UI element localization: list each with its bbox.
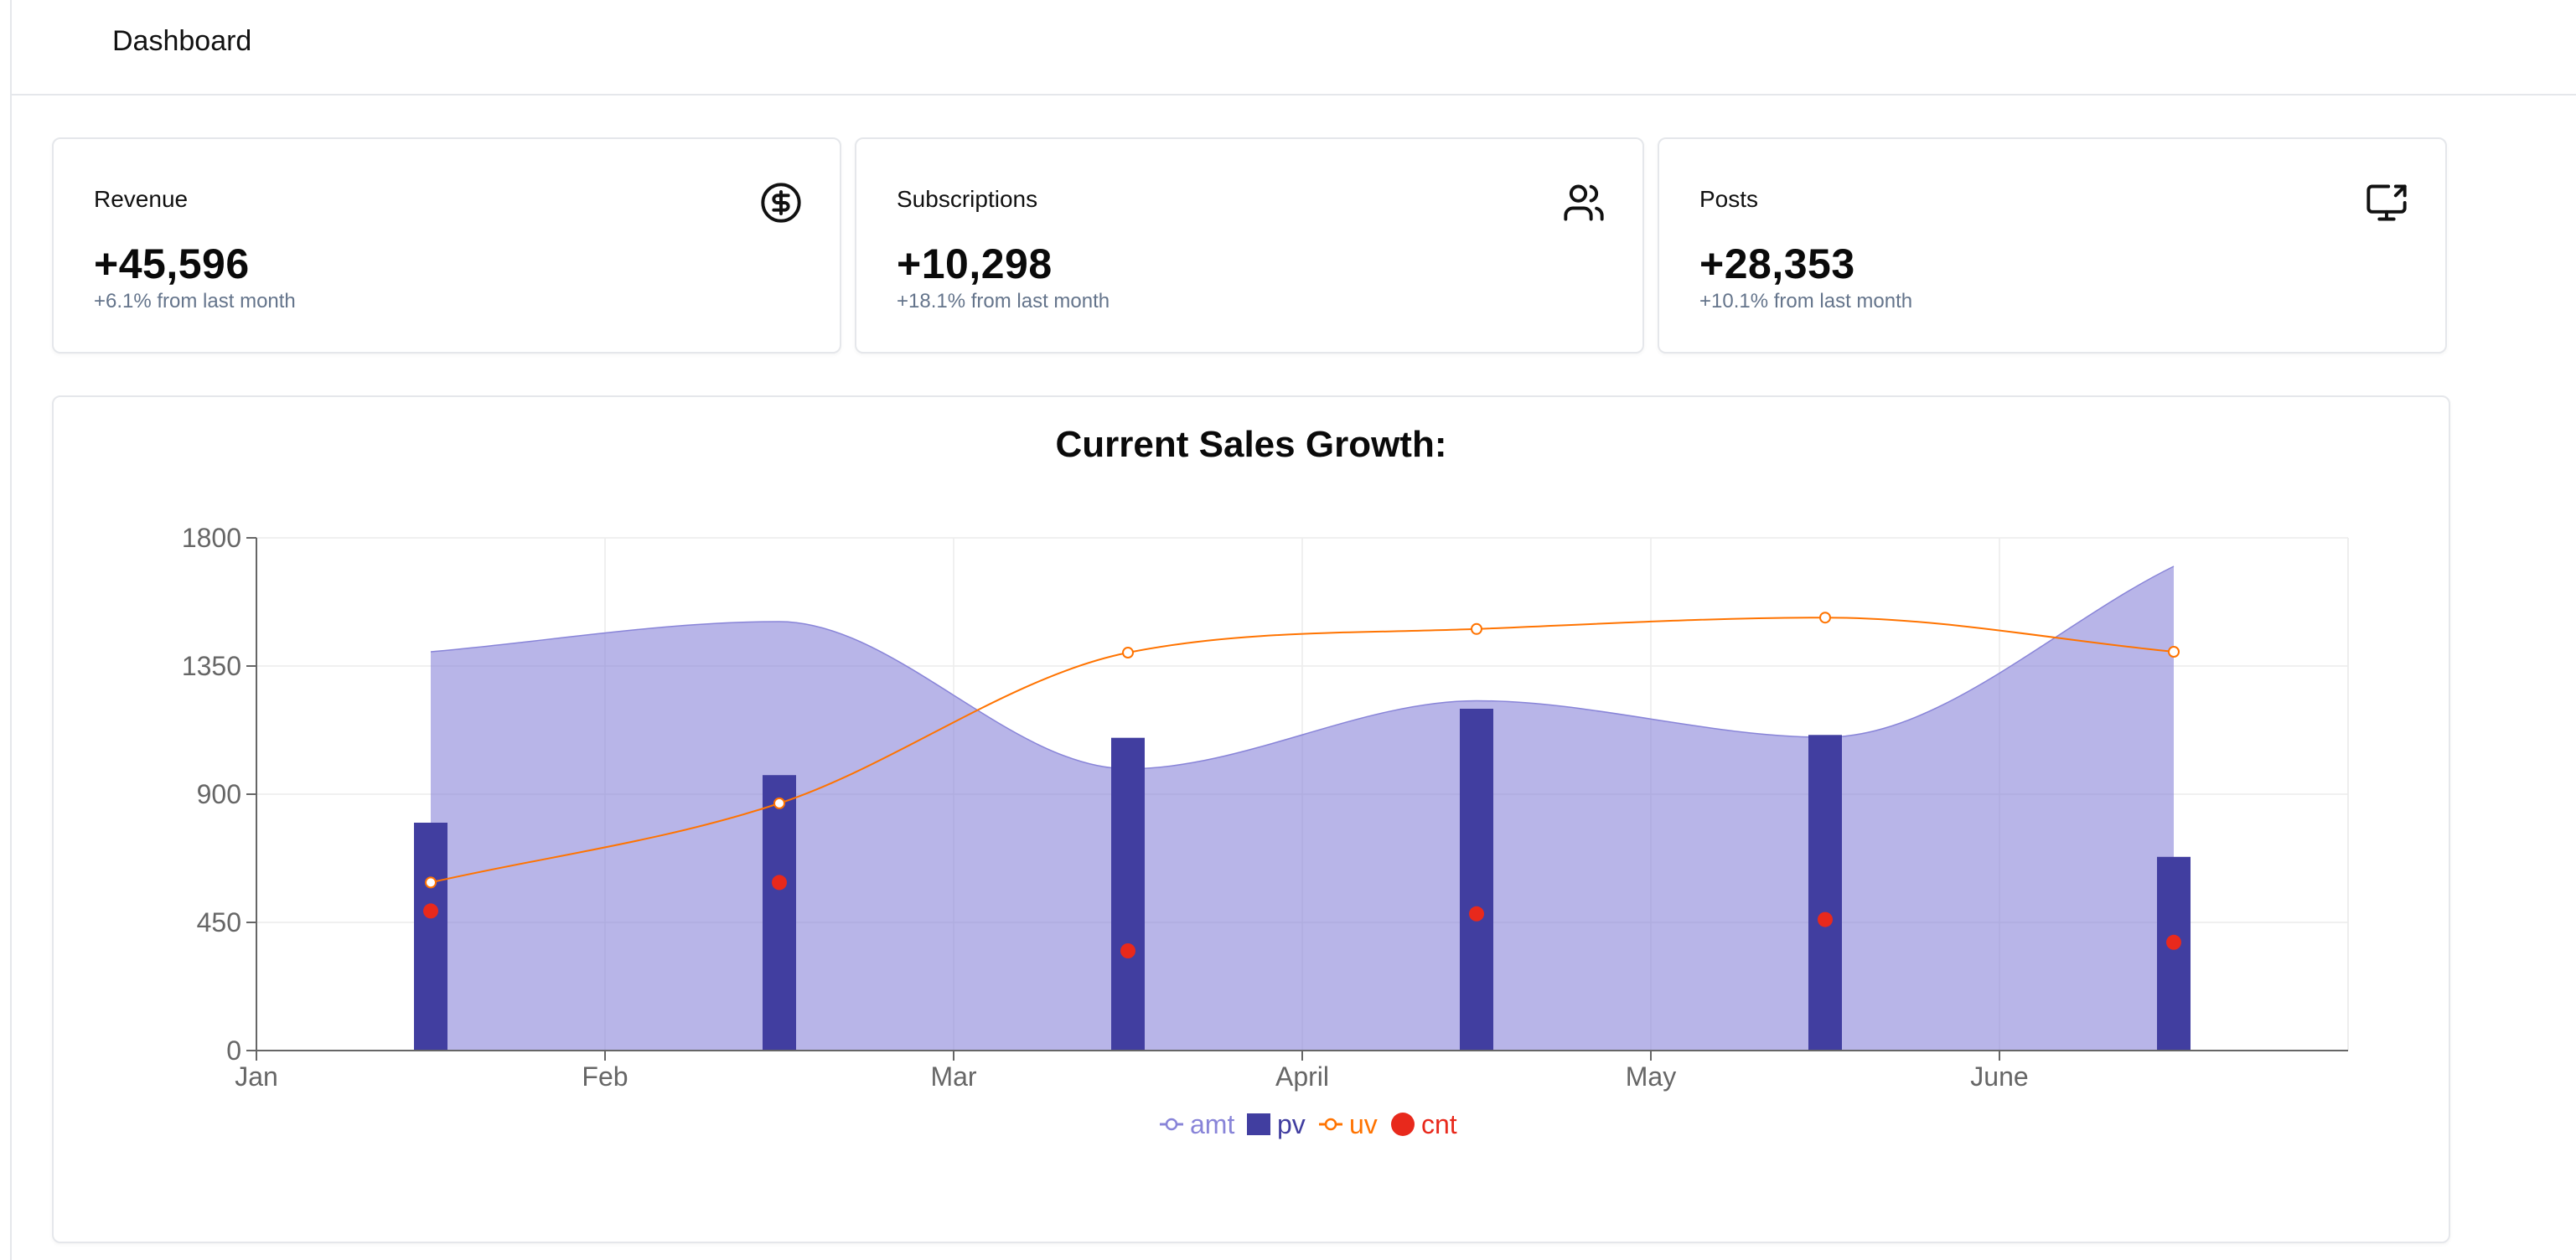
stat-change: +10.1% from last month	[1699, 290, 1913, 312]
uv-point	[425, 876, 437, 889]
pv-bar-series	[414, 709, 2191, 1051]
cnt-point	[423, 903, 438, 919]
pv-bar	[414, 823, 447, 1051]
sidebar-edge	[10, 0, 12, 1260]
stat-change: +6.1% from last month	[94, 290, 296, 312]
uv-point	[1819, 612, 1831, 624]
stat-value: +45,596	[94, 240, 250, 287]
stat-value: +28,353	[1699, 240, 1855, 287]
stat-label: Posts	[1699, 186, 1759, 212]
legend-uv-marker	[1324, 1118, 1337, 1131]
y-tick-label: 1350	[182, 651, 241, 681]
x-tick-label: Jan	[235, 1061, 278, 1092]
amt-area-fill	[431, 566, 2174, 1051]
cnt-scatter-series	[423, 875, 2181, 958]
legend-pv-swatch	[1247, 1113, 1270, 1135]
legend-item-pv: pv	[1247, 1109, 1306, 1139]
cnt-point	[772, 875, 787, 891]
pv-bar	[2157, 856, 2191, 1051]
uv-point	[1122, 647, 1134, 659]
axes: 0 450 900 1350 1800 Jan Feb Mar April May June	[182, 523, 2348, 1092]
dollar-circle-icon	[761, 183, 801, 223]
cnt-point	[1469, 906, 1484, 922]
y-tick-label: 900	[197, 779, 241, 809]
legend-amt-label: amt	[1190, 1109, 1234, 1139]
uv-line-series	[425, 612, 2180, 889]
stat-label: Subscriptions	[897, 186, 1038, 212]
y-tick-label: 0	[226, 1035, 241, 1066]
stat-value: +10,298	[897, 240, 1053, 287]
legend-item-amt: amt	[1160, 1109, 1234, 1139]
subscriptions-card: Subscriptions +10,298 +18.1% from last m…	[855, 137, 1644, 354]
legend-pv-label: pv	[1277, 1109, 1306, 1139]
legend-cnt-swatch	[1391, 1113, 1415, 1136]
monitor-share-icon	[2367, 184, 2407, 221]
revenue-card: Revenue +45,596 +6.1% from last month	[52, 137, 841, 354]
legend-item-cnt: cnt	[1391, 1109, 1457, 1139]
sales-chart-card: Current Sales Growth: 0 450 900 1350 1800 Jan…	[52, 395, 2450, 1243]
y-tick-label: 1800	[182, 523, 241, 553]
page-title: Dashboard	[112, 25, 252, 57]
x-tick-label: June	[1970, 1061, 2028, 1092]
cnt-point	[1120, 943, 1135, 958]
cnt-point	[2166, 934, 2181, 950]
pv-bar	[763, 775, 796, 1051]
users-icon	[1564, 184, 1604, 221]
cnt-point	[1818, 911, 1833, 927]
uv-point	[773, 797, 785, 809]
pv-bar	[1808, 735, 1842, 1051]
amt-area-line	[430, 565, 2175, 770]
top-bar: Dashboard	[12, 0, 2576, 96]
amt-area-series	[430, 565, 2175, 1051]
x-tick-label: April	[1275, 1061, 1329, 1092]
legend-item-uv: uv	[1319, 1109, 1378, 1139]
pv-bar	[1460, 709, 1493, 1051]
sales-growth-chart: 0 450 900 1350 1800 Jan Feb Mar April May June amt…	[182, 523, 2349, 1139]
stat-label: Revenue	[94, 186, 189, 212]
chart-legend: amt pv uv cnt	[1160, 1109, 1457, 1139]
legend-cnt-label: cnt	[1421, 1109, 1457, 1139]
chart-title: Current Sales Growth:	[1055, 424, 1447, 465]
uv-line	[430, 617, 2175, 884]
uv-point	[2168, 646, 2180, 658]
posts-card: Posts +28,353 +10.1% from last month	[1658, 137, 2447, 354]
x-tick-label: Mar	[930, 1061, 976, 1092]
legend-uv-label: uv	[1349, 1109, 1378, 1139]
legend-amt-marker	[1165, 1118, 1178, 1131]
stat-change: +18.1% from last month	[897, 290, 1110, 312]
y-tick-label: 450	[197, 907, 241, 937]
pv-bar	[1111, 737, 1145, 1051]
x-tick-label: Feb	[582, 1061, 628, 1092]
x-tick-label: May	[1626, 1061, 1676, 1092]
uv-point	[1471, 622, 1482, 635]
